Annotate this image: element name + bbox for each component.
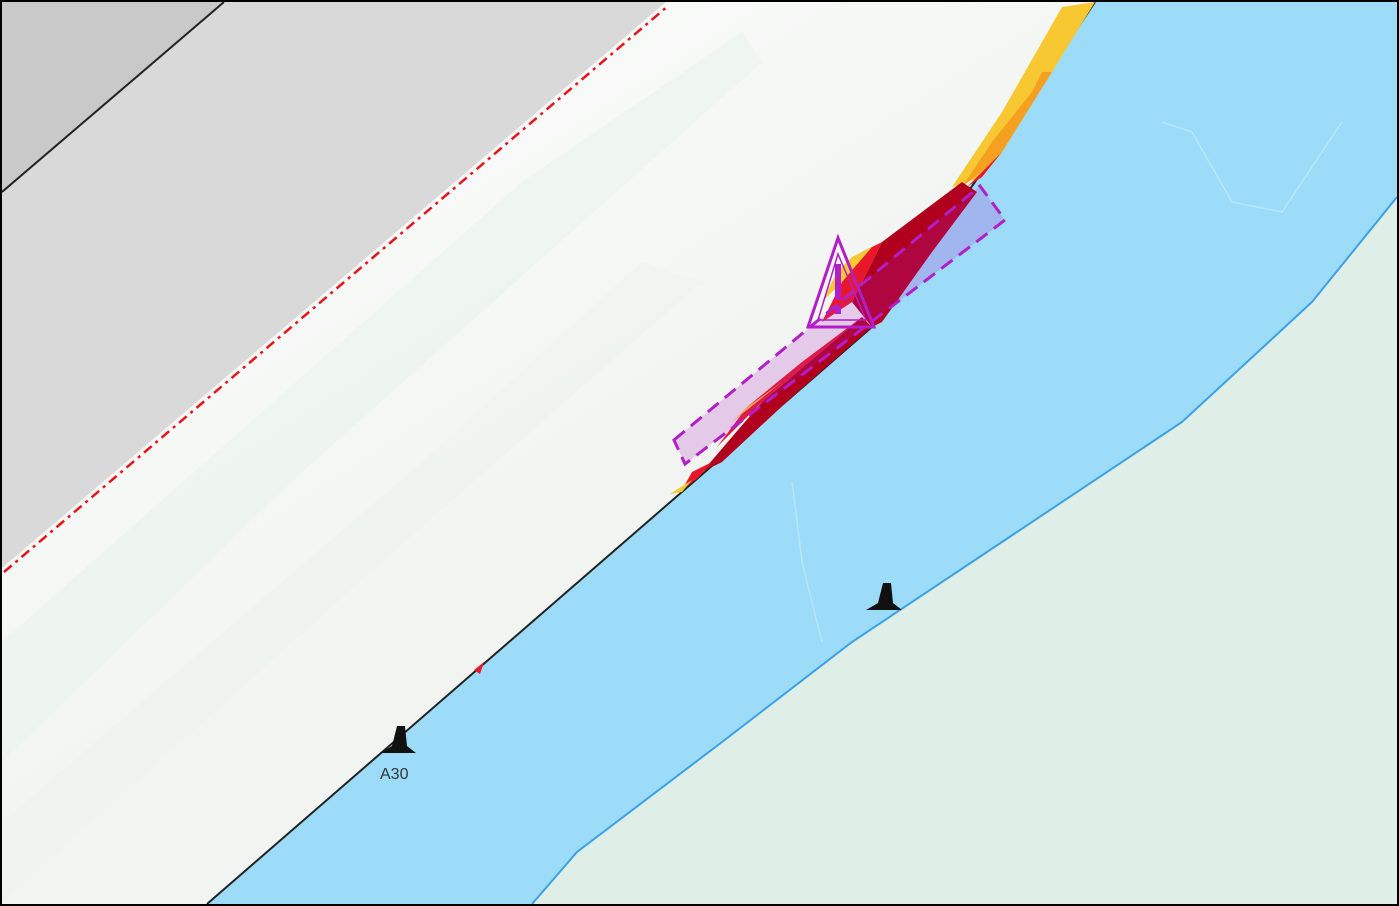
land-tint-band-2 <box>2 262 702 902</box>
water-contour-line <box>1161 121 1343 213</box>
grey-land-zone <box>2 2 666 568</box>
caution-area[interactable] <box>672 183 1008 467</box>
land-tint-band <box>2 32 762 762</box>
buoy-beacon-icon[interactable] <box>380 726 416 753</box>
beacon-label-a30: A30 <box>380 766 409 783</box>
buoy-beacon-icon[interactable] <box>866 583 902 610</box>
river-edge-line <box>531 196 1397 904</box>
zone-border-line <box>2 2 225 193</box>
warning-triangle-icon[interactable] <box>805 233 877 329</box>
erosion-heat-band <box>474 2 1095 674</box>
river-water <box>207 2 1397 904</box>
red-dashed-boundary <box>3 5 669 573</box>
water-contour-line-2 <box>791 481 823 643</box>
opposite-shore-land <box>532 197 1397 904</box>
